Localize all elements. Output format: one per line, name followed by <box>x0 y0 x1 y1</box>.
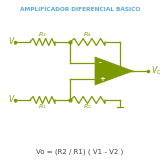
Text: $V_O$: $V_O$ <box>151 65 160 77</box>
Text: +: + <box>99 76 105 82</box>
Text: $R_4$: $R_4$ <box>83 31 91 40</box>
Text: Vo = (R2 / R1) ( V1 - V2 ): Vo = (R2 / R1) ( V1 - V2 ) <box>36 149 124 155</box>
Text: $V_2$: $V_2$ <box>8 36 18 48</box>
Text: $R_3$: $R_3$ <box>38 31 46 40</box>
Text: $V_1$: $V_1$ <box>8 94 18 106</box>
Polygon shape <box>95 57 133 85</box>
Text: AMPLIFICADOR DIFERENCIAL BÁSICO: AMPLIFICADOR DIFERENCIAL BÁSICO <box>20 7 140 12</box>
Text: -: - <box>99 60 102 66</box>
Text: $R_2$: $R_2$ <box>83 103 91 112</box>
Text: $R_1$: $R_1$ <box>38 103 46 112</box>
